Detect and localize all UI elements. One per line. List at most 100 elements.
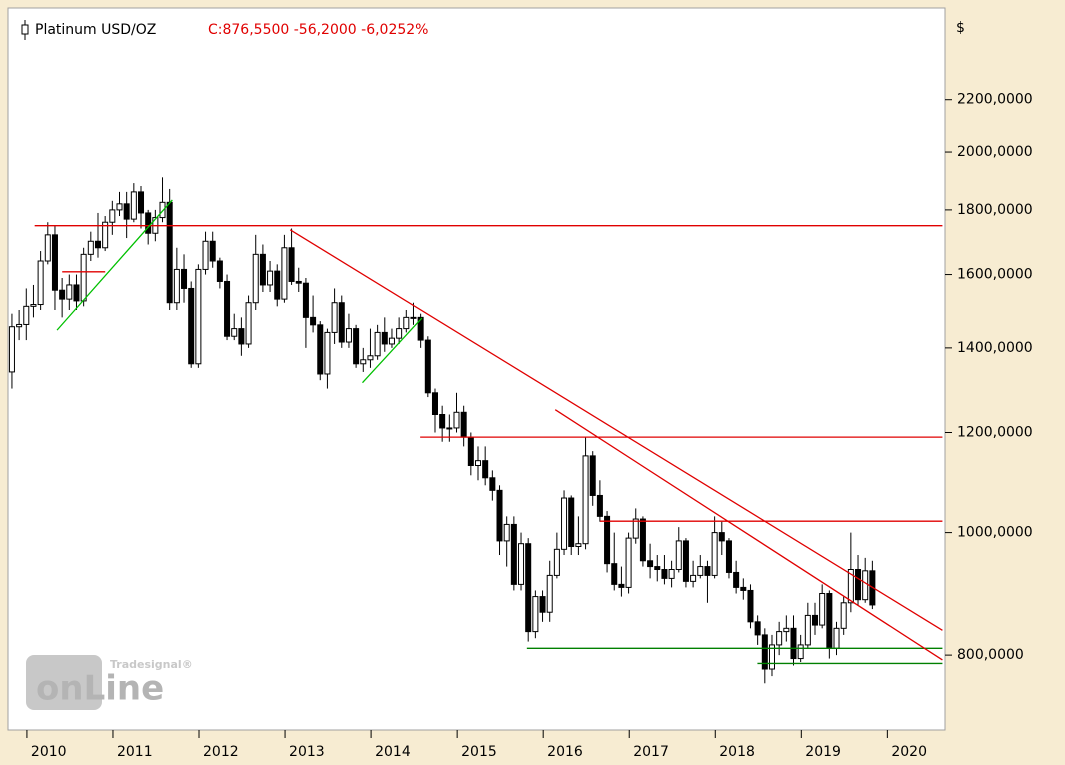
candle-body <box>496 489 503 542</box>
candle-body <box>690 574 697 582</box>
x-tick-label: 2013 <box>289 744 325 760</box>
candle-body <box>855 569 862 601</box>
candle-body <box>123 203 130 220</box>
candle-body <box>259 253 266 286</box>
chart-title: Platinum USD/OZ <box>35 22 156 38</box>
candle-body <box>338 302 345 343</box>
candle-body <box>589 455 596 496</box>
candle-body <box>647 560 654 568</box>
candle-body <box>518 543 525 585</box>
candle-body <box>281 247 288 300</box>
candle-body <box>310 316 317 326</box>
candle-body <box>847 569 854 604</box>
candle-body <box>431 392 438 416</box>
candle-body <box>195 268 202 365</box>
candle-body <box>181 268 188 289</box>
candle-body <box>811 614 819 626</box>
y-tick-label: 1200,0000 <box>957 425 1033 441</box>
candle-body <box>790 627 797 660</box>
candle-body <box>324 331 331 375</box>
candle-body <box>252 253 259 304</box>
candle-body <box>482 460 489 479</box>
candle-body <box>238 328 245 345</box>
candle-body <box>209 240 216 262</box>
candle-body <box>675 540 682 571</box>
candle-body <box>546 574 553 613</box>
candle-body <box>611 563 618 585</box>
candle-body <box>288 247 295 282</box>
candle-body <box>360 359 367 365</box>
candle-body <box>582 455 589 545</box>
candle-body <box>754 621 761 636</box>
candle-body <box>532 596 539 633</box>
candle-body <box>8 326 15 373</box>
x-tick-label: 2020 <box>891 744 927 760</box>
y-tick-label: 1600,0000 <box>957 267 1033 283</box>
title-icon <box>21 20 29 40</box>
candle-body <box>768 644 775 670</box>
candle-body <box>137 191 145 214</box>
trendline <box>289 229 943 631</box>
candle-body <box>776 631 783 646</box>
candle-body <box>747 589 754 623</box>
x-tick-label: 2015 <box>461 744 497 760</box>
candle-body <box>783 627 790 633</box>
candle-body <box>145 212 152 234</box>
candle-body <box>833 627 840 649</box>
candle-body <box>130 191 137 220</box>
logo-text: onLine <box>36 669 164 709</box>
candle-body <box>697 566 704 576</box>
candle-body <box>718 532 725 542</box>
candle-body <box>331 302 338 333</box>
candle-body <box>632 518 639 539</box>
candle-body <box>417 316 424 341</box>
candle-body <box>202 240 209 270</box>
candle-body <box>439 414 446 429</box>
candle-body <box>381 331 388 345</box>
trendline <box>362 317 423 384</box>
candle-body <box>733 571 740 588</box>
candle-body <box>725 540 732 573</box>
candle-body <box>625 537 632 588</box>
candle-body <box>116 203 123 211</box>
candle-body <box>561 497 568 550</box>
candle-body <box>396 328 403 339</box>
candle-body <box>37 260 44 306</box>
x-tick-label: 2012 <box>203 744 239 760</box>
x-tick-label: 2010 <box>31 744 67 760</box>
candle-body <box>295 280 302 284</box>
candle-body <box>711 532 718 576</box>
candle-body <box>654 566 661 571</box>
candle-body <box>474 460 482 467</box>
candle-body <box>510 523 517 585</box>
candle-body <box>553 548 560 576</box>
candle-body <box>503 523 510 542</box>
candle-body <box>618 583 625 588</box>
y-tick-label: 800,0000 <box>957 647 1024 663</box>
x-tick-label: 2011 <box>117 744 153 760</box>
candle-body <box>94 240 101 249</box>
candle-body <box>30 304 37 307</box>
trendline <box>554 409 943 661</box>
logo-brand: Tradesignal® <box>110 658 193 671</box>
candle-body <box>59 289 66 300</box>
candle-body <box>44 234 51 262</box>
candle-body <box>403 316 410 330</box>
candle-body <box>73 284 80 302</box>
candle-body <box>539 596 546 613</box>
candle-body <box>80 253 87 302</box>
candle-body <box>410 316 417 319</box>
candle-body <box>23 305 30 325</box>
quote: C:876,5500 -56,2000 -6,0252% <box>208 22 428 38</box>
candle-body <box>66 284 73 300</box>
x-tick-label: 2016 <box>547 744 583 760</box>
candle-body <box>317 324 324 375</box>
x-tick-label: 2019 <box>805 744 841 760</box>
candle-body <box>245 302 252 345</box>
candle-body <box>424 339 431 394</box>
candle-body <box>216 260 223 282</box>
candle-body <box>102 221 109 249</box>
candle-body <box>453 411 460 429</box>
candle-body <box>661 569 668 579</box>
